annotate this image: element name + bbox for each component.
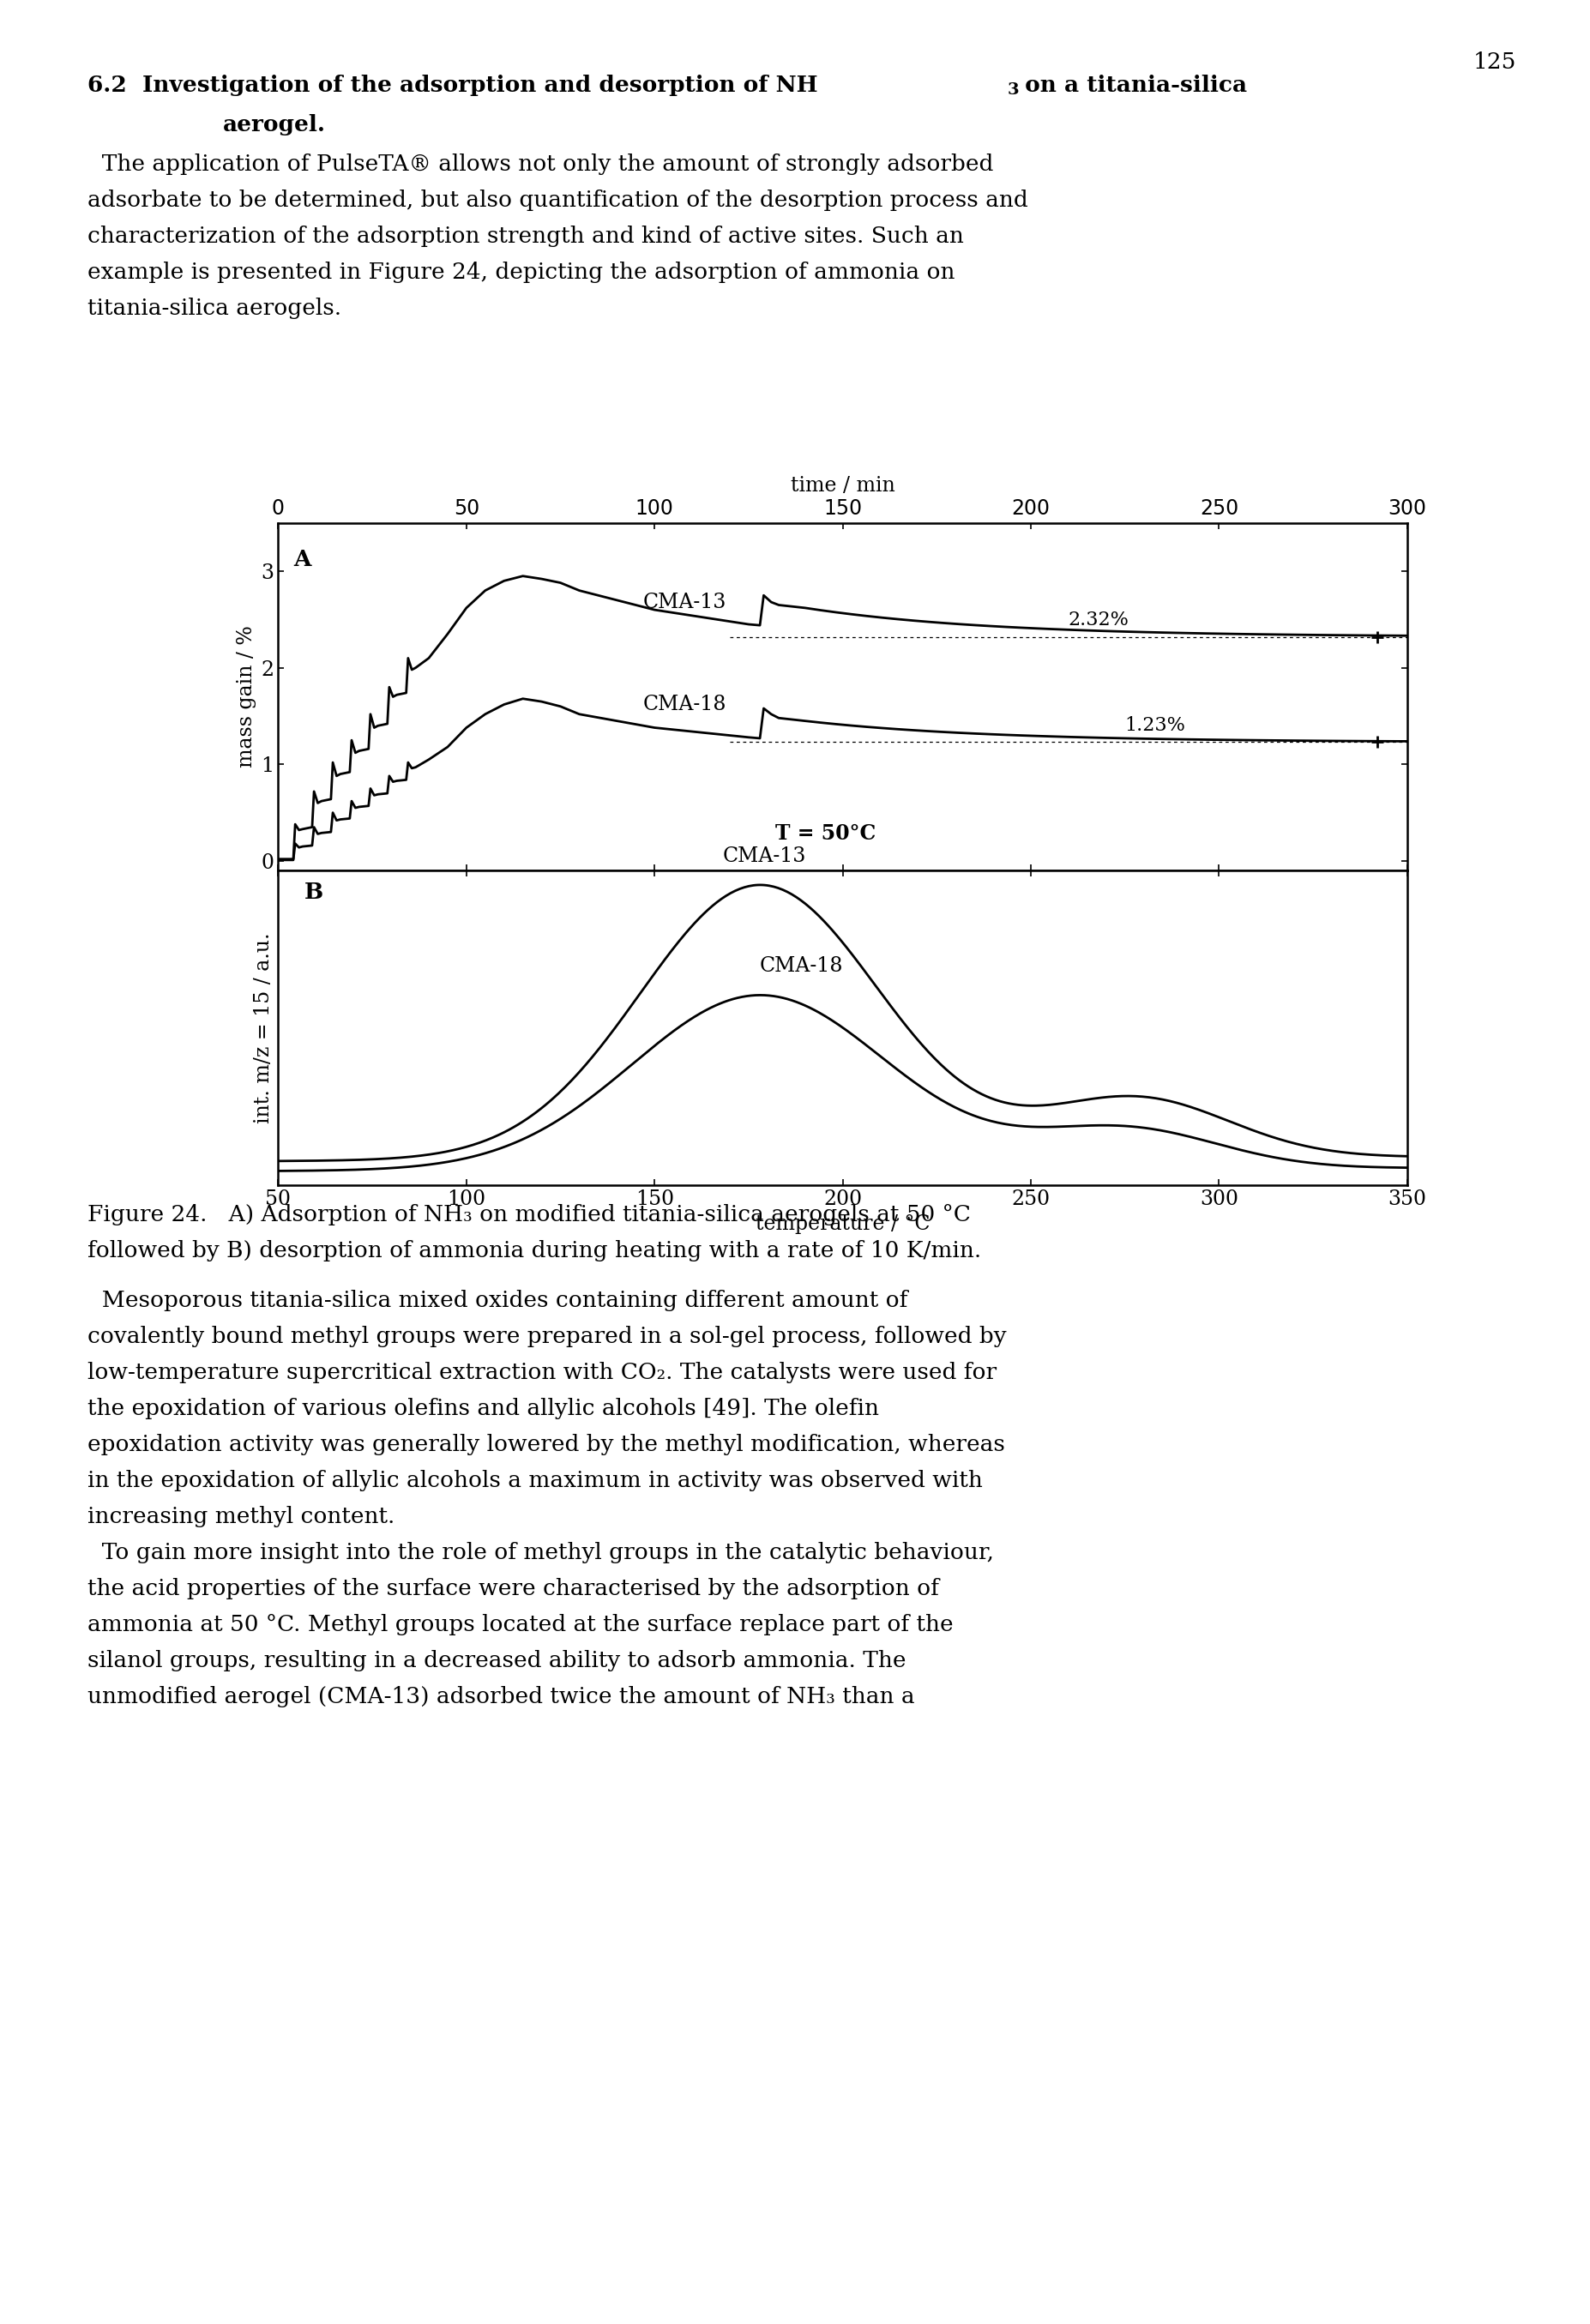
Text: CMA-13: CMA-13: [722, 846, 806, 867]
Text: the acid properties of the surface were characterised by the adsorption of: the acid properties of the surface were …: [87, 1578, 940, 1599]
Text: 2.32%: 2.32%: [1068, 611, 1129, 630]
Text: titania-silica aerogels.: titania-silica aerogels.: [87, 297, 342, 318]
Text: covalently bound methyl groups were prepared in a sol-gel process, followed by: covalently bound methyl groups were prep…: [87, 1325, 1006, 1348]
Text: example is presented in Figure 24, depicting the adsorption of ammonia on: example is presented in Figure 24, depic…: [87, 263, 956, 284]
Text: adsorbate to be determined, but also quantification of the desorption process an: adsorbate to be determined, but also qua…: [87, 188, 1029, 211]
Text: 1.23%: 1.23%: [1126, 716, 1186, 734]
Text: followed by B) desorption of ammonia during heating with a rate of 10 K/min.: followed by B) desorption of ammonia dur…: [87, 1241, 981, 1262]
Text: ammonia at 50 °C. Methyl groups located at the surface replace part of the: ammonia at 50 °C. Methyl groups located …: [87, 1613, 954, 1636]
Text: The application of PulseTA® allows not only the amount of strongly adsorbed: The application of PulseTA® allows not o…: [87, 153, 994, 174]
Text: unmodified aerogel (CMA-13) adsorbed twice the amount of NH₃ than a: unmodified aerogel (CMA-13) adsorbed twi…: [87, 1687, 914, 1708]
Text: silanol groups, resulting in a decreased ability to adsorb ammonia. The: silanol groups, resulting in a decreased…: [87, 1650, 906, 1671]
Text: characterization of the adsorption strength and kind of active sites. Such an: characterization of the adsorption stren…: [87, 225, 964, 246]
Y-axis label: mass gain / %: mass gain / %: [237, 625, 256, 767]
Text: epoxidation activity was generally lowered by the methyl modification, whereas: epoxidation activity was generally lower…: [87, 1434, 1005, 1455]
Text: To gain more insight into the role of methyl groups in the catalytic behaviour,: To gain more insight into the role of me…: [87, 1543, 994, 1564]
Text: CMA-18: CMA-18: [760, 955, 844, 976]
Text: Figure 24.   A) Adsorption of NH₃ on modified titania-silica aerogels at 50 °C: Figure 24. A) Adsorption of NH₃ on modif…: [87, 1204, 970, 1225]
X-axis label: temperature / °C: temperature / °C: [755, 1213, 930, 1234]
Text: T = 50°C: T = 50°C: [774, 823, 876, 844]
Text: A: A: [293, 548, 312, 572]
Text: Mesoporous titania-silica mixed oxides containing different amount of: Mesoporous titania-silica mixed oxides c…: [87, 1290, 908, 1311]
Text: 6.2  Investigation of the adsorption and desorption of NH: 6.2 Investigation of the adsorption and …: [87, 74, 817, 95]
Text: aerogel.: aerogel.: [223, 114, 326, 135]
Text: 125: 125: [1472, 51, 1517, 72]
Text: in the epoxidation of allylic alcohols a maximum in activity was observed with: in the epoxidation of allylic alcohols a…: [87, 1471, 983, 1492]
Text: the epoxidation of various olefins and allylic alcohols [49]. The olefin: the epoxidation of various olefins and a…: [87, 1399, 879, 1420]
Text: on a titania-silica: on a titania-silica: [1016, 74, 1247, 95]
Text: CMA-13: CMA-13: [644, 593, 727, 611]
Text: increasing methyl content.: increasing methyl content.: [87, 1506, 394, 1527]
Text: B: B: [305, 881, 324, 902]
X-axis label: time / min: time / min: [790, 476, 895, 495]
Text: CMA-18: CMA-18: [644, 695, 727, 713]
Y-axis label: int. m/z = 15 / a.u.: int. m/z = 15 / a.u.: [254, 932, 273, 1122]
Text: low-temperature supercritical extraction with CO₂. The catalysts were used for: low-temperature supercritical extraction…: [87, 1362, 997, 1383]
Text: 3: 3: [1008, 81, 1019, 98]
